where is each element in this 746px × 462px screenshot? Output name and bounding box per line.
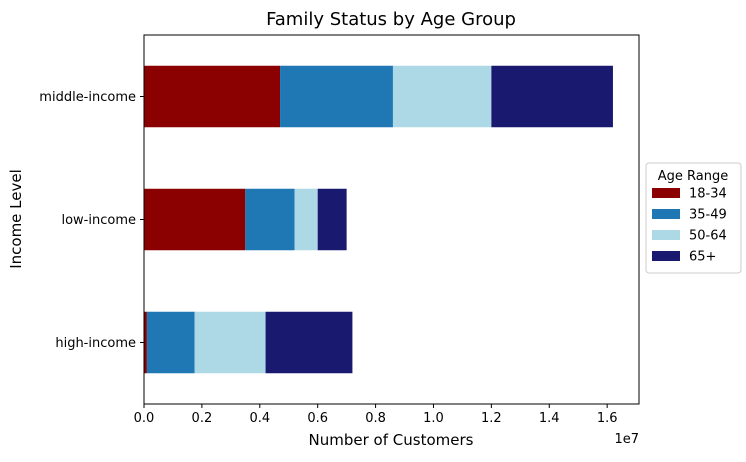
bar-middle-income-18-34: [144, 65, 281, 128]
x-axis-label: Number of Customers: [309, 431, 474, 449]
x-axis-offset-text: 1e7: [614, 432, 639, 447]
y-axis-label: Income Level: [7, 169, 25, 269]
bar-low-income-35-49: [245, 188, 295, 251]
x-tick-label: 0.8: [365, 411, 386, 426]
bar-middle-income-65+: [491, 65, 613, 128]
x-tick-label: 1.6: [597, 411, 618, 426]
bar-middle-income-50-64: [392, 65, 492, 128]
legend-label: 18-34: [689, 187, 727, 202]
y-tick-label: middle-income: [39, 90, 136, 105]
bar-high-income-18-34: [144, 311, 147, 374]
bar-low-income-50-64: [294, 188, 318, 251]
legend-swatch-50-64: [652, 230, 680, 240]
legend-swatch-18-34: [652, 188, 680, 198]
legend: Age Range 18-34 35-49 50-64 65+: [645, 162, 742, 274]
bar-high-income-65+: [265, 311, 353, 374]
x-tick-label: 0.4: [249, 411, 270, 426]
x-tick-label: 0.0: [134, 411, 155, 426]
legend-label: 50-64: [689, 229, 727, 244]
x-tick-label: 1.2: [481, 411, 502, 426]
x-tick-label: 1.4: [539, 411, 560, 426]
x-tick-label: 0.2: [192, 411, 213, 426]
y-tick-label: high-income: [55, 336, 136, 351]
bar-high-income-50-64: [194, 311, 266, 374]
bars-layer: [144, 65, 613, 374]
bar-low-income-18-34: [144, 188, 246, 251]
x-tick-label: 1.0: [423, 411, 444, 426]
legend-items: 18-34 35-49 50-64 65+: [652, 187, 727, 265]
y-axis: high-income low-income middle-income: [39, 90, 144, 351]
bar-low-income-65+: [317, 188, 347, 251]
y-tick-label: low-income: [61, 213, 136, 228]
legend-title: Age Range: [658, 169, 728, 184]
x-tick-label: 0.6: [307, 411, 328, 426]
legend-swatch-65+: [652, 251, 680, 261]
legend-label: 35-49: [689, 208, 727, 223]
legend-label: 65+: [689, 250, 716, 265]
bar-middle-income-35-49: [280, 65, 393, 128]
x-axis: 0.0 0.2 0.4 0.6 0.8 1.0 1.2 1.4 1.6: [134, 404, 618, 426]
bar-high-income-35-49: [146, 311, 195, 374]
legend-swatch-35-49: [652, 209, 680, 219]
chart-title: Family Status by Age Group: [266, 9, 516, 30]
